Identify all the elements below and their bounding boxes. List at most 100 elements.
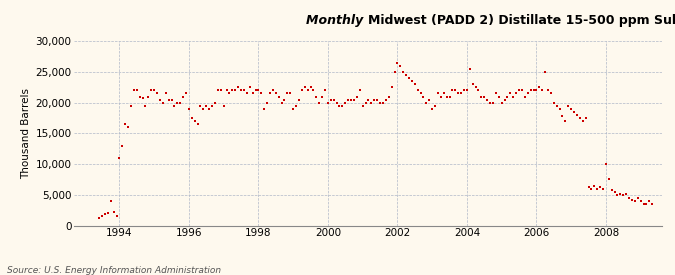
Point [487, 100, 498, 105]
Point [204, 107, 215, 111]
Point [543, 88, 554, 93]
Point [363, 97, 374, 102]
Point [259, 107, 269, 111]
Point [632, 196, 643, 200]
Point [551, 103, 562, 108]
Point [334, 103, 345, 108]
Point [189, 119, 200, 123]
Point [256, 91, 267, 96]
Point [230, 88, 241, 93]
Point [244, 85, 255, 90]
Point [615, 191, 626, 196]
Point [511, 91, 522, 96]
Point [435, 94, 446, 99]
Point [282, 91, 293, 96]
Point [288, 107, 298, 111]
Point [224, 91, 235, 96]
Point [343, 97, 354, 102]
Point [476, 94, 487, 99]
Point [557, 114, 568, 118]
Point [195, 103, 206, 108]
Point [444, 94, 455, 99]
Point [299, 85, 310, 90]
Point [514, 88, 524, 93]
Point [120, 122, 131, 126]
Point [305, 85, 316, 90]
Point [291, 103, 302, 108]
Point [117, 144, 128, 148]
Point [404, 76, 414, 80]
Point [589, 183, 599, 188]
Point [369, 97, 379, 102]
Point [540, 70, 551, 74]
Point [624, 196, 634, 200]
Point [531, 88, 542, 93]
Point [574, 116, 585, 120]
Point [97, 214, 107, 218]
Point [499, 97, 510, 102]
Point [383, 94, 394, 99]
Point [357, 103, 368, 108]
Point [453, 91, 464, 96]
Text: Midwest (PADD 2) Distillate 15-500 ppm Sulfur Ending Stocks: Midwest (PADD 2) Distillate 15-500 ppm S… [368, 13, 675, 26]
Point [233, 85, 244, 90]
Point [462, 88, 472, 93]
Point [209, 100, 220, 105]
Point [236, 88, 246, 93]
Point [317, 94, 327, 99]
Point [155, 97, 165, 102]
Point [285, 91, 296, 96]
Point [438, 91, 449, 96]
Point [227, 88, 238, 93]
Point [516, 88, 527, 93]
Point [198, 107, 209, 111]
Point [340, 100, 351, 105]
Point [554, 107, 565, 111]
Point [175, 100, 186, 105]
Point [323, 100, 333, 105]
Point [108, 210, 119, 214]
Point [525, 88, 536, 93]
Point [610, 189, 620, 194]
Point [470, 85, 481, 90]
Point [294, 97, 304, 102]
Point [123, 125, 134, 130]
Point [302, 88, 313, 93]
Point [273, 94, 284, 99]
Point [528, 88, 539, 93]
Point [595, 185, 605, 190]
Point [568, 110, 579, 114]
Y-axis label: Thousand Barrels: Thousand Barrels [21, 88, 31, 179]
Point [192, 122, 203, 126]
Point [157, 100, 168, 105]
Point [537, 88, 547, 93]
Point [137, 95, 148, 100]
Point [99, 212, 110, 217]
Point [612, 192, 623, 197]
Point [377, 100, 388, 105]
Point [485, 100, 495, 105]
Point [406, 79, 417, 83]
Point [522, 91, 533, 96]
Point [148, 88, 159, 93]
Point [381, 97, 392, 102]
Point [163, 97, 174, 102]
Point [450, 88, 461, 93]
Point [328, 97, 339, 102]
Point [479, 94, 489, 99]
Point [126, 103, 136, 108]
Point [352, 94, 362, 99]
Point [491, 91, 502, 96]
Point [433, 91, 443, 96]
Point [427, 107, 437, 111]
Point [134, 94, 145, 99]
Point [421, 100, 432, 105]
Point [247, 91, 258, 96]
Point [606, 188, 617, 192]
Point [467, 82, 478, 86]
Point [103, 211, 113, 215]
Point [577, 119, 588, 123]
Point [583, 185, 594, 190]
Point [635, 199, 646, 203]
Point [267, 88, 278, 93]
